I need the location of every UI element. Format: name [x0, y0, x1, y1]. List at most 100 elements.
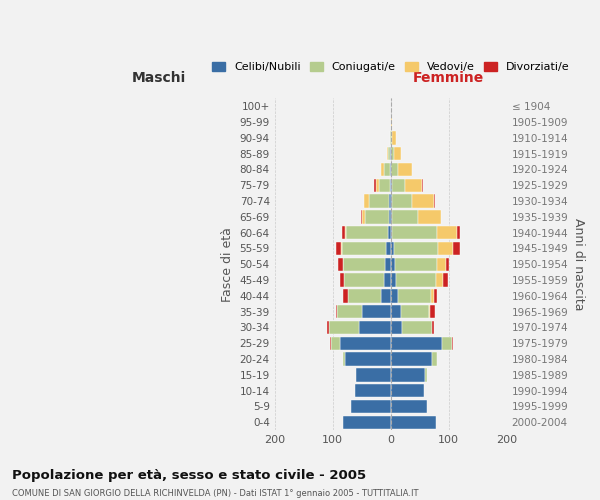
- Bar: [346, 226, 388, 239]
- Bar: [401, 305, 429, 318]
- Bar: [391, 320, 402, 334]
- Bar: [388, 226, 391, 239]
- Bar: [391, 258, 395, 271]
- Bar: [341, 242, 342, 255]
- Bar: [384, 162, 390, 176]
- Bar: [336, 242, 341, 255]
- Bar: [422, 178, 423, 192]
- Y-axis label: Anni di nascita: Anni di nascita: [572, 218, 585, 310]
- Bar: [345, 226, 346, 239]
- Y-axis label: Fasce di età: Fasce di età: [221, 227, 234, 302]
- Bar: [429, 305, 430, 318]
- Bar: [392, 210, 418, 224]
- Bar: [391, 274, 397, 287]
- Bar: [391, 210, 392, 224]
- Bar: [386, 147, 388, 160]
- Bar: [355, 384, 391, 398]
- Bar: [430, 305, 435, 318]
- Bar: [343, 416, 391, 429]
- Bar: [391, 178, 392, 192]
- Bar: [368, 194, 389, 208]
- Bar: [344, 274, 384, 287]
- Bar: [457, 226, 460, 239]
- Bar: [343, 258, 385, 271]
- Bar: [404, 178, 422, 192]
- Bar: [382, 289, 391, 302]
- Bar: [443, 274, 448, 287]
- Bar: [343, 289, 348, 302]
- Bar: [391, 400, 427, 413]
- Bar: [425, 368, 427, 382]
- Bar: [437, 242, 453, 255]
- Bar: [391, 305, 401, 318]
- Bar: [329, 320, 359, 334]
- Bar: [342, 226, 345, 239]
- Bar: [386, 242, 391, 255]
- Bar: [437, 258, 446, 271]
- Bar: [362, 210, 365, 224]
- Bar: [446, 258, 449, 271]
- Bar: [391, 352, 433, 366]
- Bar: [392, 178, 404, 192]
- Bar: [434, 194, 436, 208]
- Bar: [433, 320, 434, 334]
- Bar: [328, 320, 329, 334]
- Bar: [359, 320, 391, 334]
- Bar: [385, 258, 391, 271]
- Bar: [412, 194, 434, 208]
- Bar: [337, 305, 362, 318]
- Bar: [442, 336, 452, 350]
- Bar: [365, 210, 389, 224]
- Bar: [391, 336, 442, 350]
- Bar: [394, 147, 401, 160]
- Bar: [389, 178, 391, 192]
- Bar: [391, 242, 394, 255]
- Bar: [398, 162, 412, 176]
- Legend: Celibi/Nubili, Coniugati/e, Vedovi/e, Divorziati/e: Celibi/Nubili, Coniugati/e, Vedovi/e, Di…: [208, 58, 574, 77]
- Bar: [340, 274, 344, 287]
- Bar: [391, 131, 392, 144]
- Bar: [395, 258, 437, 271]
- Bar: [391, 162, 398, 176]
- Bar: [351, 400, 391, 413]
- Text: Maschi: Maschi: [131, 71, 186, 85]
- Bar: [431, 289, 434, 302]
- Bar: [356, 368, 391, 382]
- Bar: [336, 305, 337, 318]
- Bar: [389, 194, 391, 208]
- Text: Femmine: Femmine: [413, 71, 484, 85]
- Text: COMUNE DI SAN GIORGIO DELLA RICHINVELDA (PN) - Dati ISTAT 1° gennaio 2005 - TUTT: COMUNE DI SAN GIORGIO DELLA RICHINVELDA …: [12, 489, 419, 498]
- Bar: [338, 258, 343, 271]
- Bar: [362, 305, 391, 318]
- Bar: [436, 274, 443, 287]
- Bar: [374, 178, 376, 192]
- Bar: [391, 226, 392, 239]
- Bar: [388, 147, 390, 160]
- Bar: [433, 352, 437, 366]
- Text: Popolazione per età, sesso e stato civile - 2005: Popolazione per età, sesso e stato civil…: [12, 469, 366, 482]
- Bar: [381, 162, 384, 176]
- Bar: [391, 368, 425, 382]
- Bar: [437, 226, 457, 239]
- Bar: [391, 289, 398, 302]
- Bar: [376, 178, 379, 192]
- Bar: [391, 416, 436, 429]
- Bar: [391, 147, 394, 160]
- Bar: [402, 320, 433, 334]
- Bar: [340, 336, 391, 350]
- Bar: [397, 274, 436, 287]
- Bar: [418, 210, 441, 224]
- Bar: [392, 131, 397, 144]
- Bar: [346, 352, 391, 366]
- Bar: [391, 194, 392, 208]
- Bar: [453, 242, 460, 255]
- Bar: [361, 210, 362, 224]
- Bar: [389, 210, 391, 224]
- Bar: [364, 194, 368, 208]
- Bar: [343, 352, 346, 366]
- Bar: [452, 336, 454, 350]
- Bar: [384, 274, 391, 287]
- Bar: [398, 289, 431, 302]
- Bar: [348, 289, 382, 302]
- Bar: [342, 242, 386, 255]
